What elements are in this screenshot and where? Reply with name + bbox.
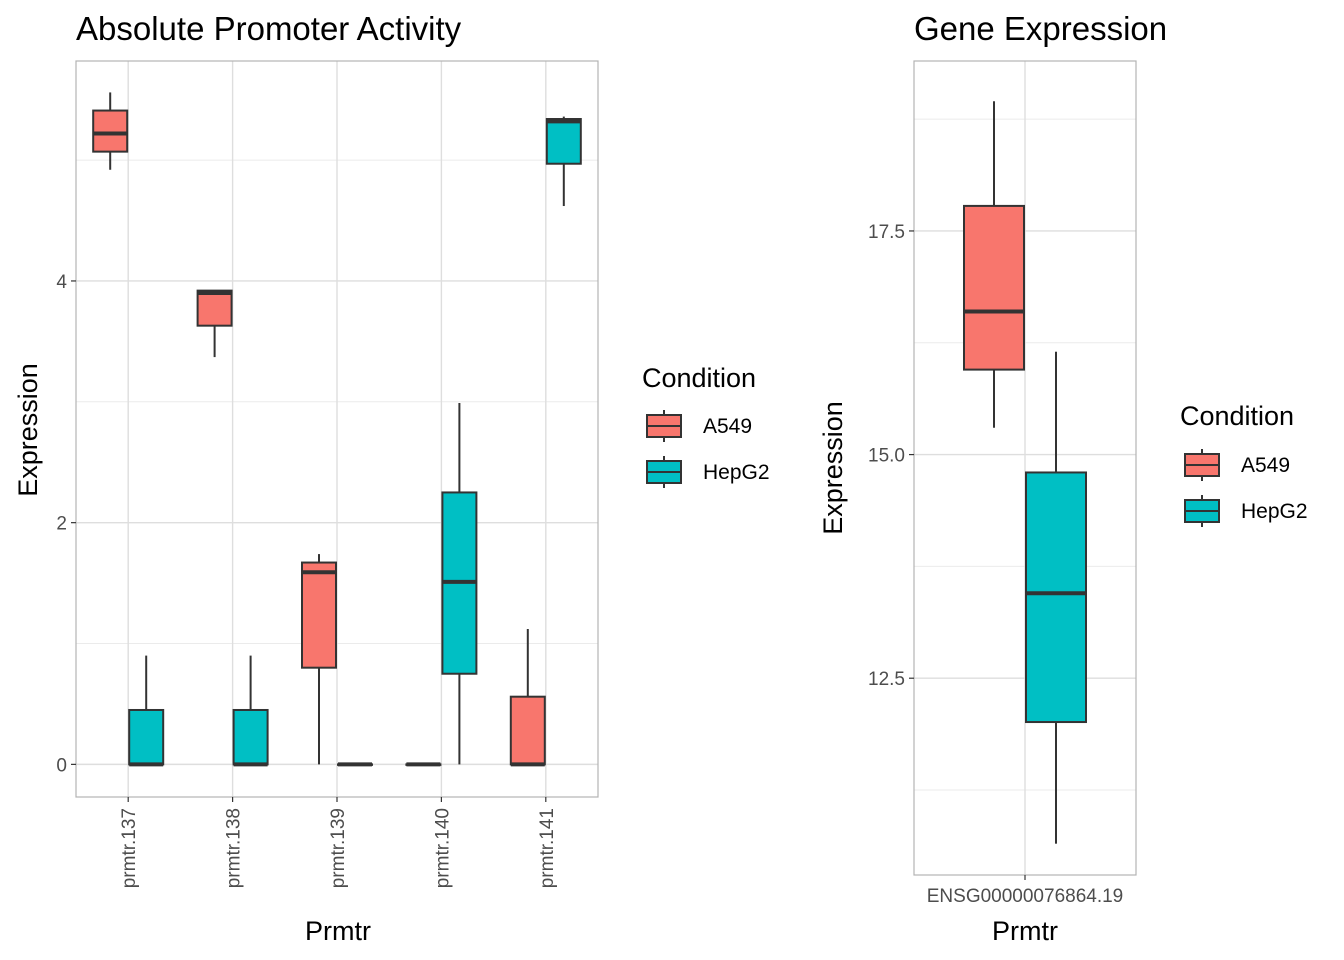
x-axis-title: Prmtr xyxy=(305,916,371,946)
y-tick-label: 2 xyxy=(56,514,67,535)
legend-label: HepG2 xyxy=(1241,500,1308,523)
box-a549 xyxy=(301,554,337,765)
box-hepg2 xyxy=(128,655,165,767)
box-body xyxy=(545,118,582,165)
y-tick-label: 12.5 xyxy=(868,669,905,690)
box-a549 xyxy=(196,289,233,358)
x-tick-label: prmtr.137 xyxy=(119,808,140,888)
box-body xyxy=(1025,471,1087,724)
box-a549 xyxy=(92,92,129,170)
gene-expression-plot: 12.5 15.0 17.5 ENSG00000076864.19 xyxy=(868,60,1137,907)
x-tick-label: prmtr.140 xyxy=(432,808,453,888)
box-body xyxy=(128,708,165,766)
x-tick-label: ENSG00000076864.19 xyxy=(927,886,1124,907)
chart-title: Gene Expression xyxy=(914,10,1167,47)
chart-title: Absolute Promoter Activity xyxy=(76,10,462,47)
y-tick-label: 4 xyxy=(56,272,67,293)
y-axis-title: Expression xyxy=(818,401,848,535)
legend-key-hepg2 xyxy=(1184,495,1220,527)
x-tick-label: prmtr.139 xyxy=(328,808,349,888)
legend-label: HepG2 xyxy=(703,461,770,484)
box-body xyxy=(963,204,1025,371)
legend: Condition A549 HepG2 xyxy=(1180,401,1308,527)
box-a549 xyxy=(509,629,546,767)
box-hepg2 xyxy=(232,655,269,767)
y-axis-title: Expression xyxy=(13,363,43,497)
box-body xyxy=(196,289,233,327)
y-tick-label: 0 xyxy=(56,755,67,776)
x-axis-title: Prmtr xyxy=(992,916,1058,946)
box-body xyxy=(232,708,269,766)
x-tick-label: prmtr.138 xyxy=(224,808,245,888)
y-tick-label: 17.5 xyxy=(868,222,905,243)
box-hepg2 xyxy=(545,116,582,207)
legend-title: Condition xyxy=(642,363,756,393)
legend-title: Condition xyxy=(1180,401,1294,431)
y-tick-label: 15.0 xyxy=(868,446,905,467)
legend-key-a549 xyxy=(646,410,682,442)
legend-label: A549 xyxy=(1241,454,1290,477)
box-body xyxy=(92,109,129,153)
box-body xyxy=(301,561,337,669)
box-body xyxy=(509,695,546,766)
box-a549 xyxy=(405,762,442,767)
promoter-activity-plot: 0 2 4 prmtr.137 prmtr.138 prmtr.139 prmtr.140 p… xyxy=(56,60,599,888)
box-a549 xyxy=(963,101,1025,428)
legend-key-hepg2 xyxy=(646,456,682,488)
x-tick-label: prmtr.141 xyxy=(537,808,558,888)
legend-key-a549 xyxy=(1184,449,1220,481)
legend: Condition A549 HepG2 xyxy=(642,363,770,488)
legend-label: A549 xyxy=(703,415,752,438)
box-hepg2 xyxy=(337,762,373,767)
box-hepg2 xyxy=(1025,351,1087,844)
box-hepg2 xyxy=(441,403,478,765)
